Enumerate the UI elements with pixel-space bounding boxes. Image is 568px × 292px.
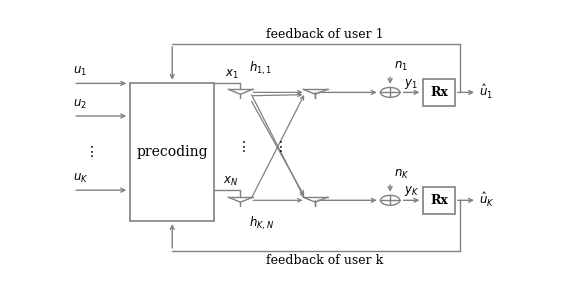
- Text: $y_K$: $y_K$: [404, 185, 419, 199]
- Text: $\vdots$: $\vdots$: [273, 139, 283, 154]
- Text: feedback of user 1: feedback of user 1: [266, 28, 384, 41]
- Text: $x_N$: $x_N$: [223, 175, 239, 188]
- Text: $y_1$: $y_1$: [404, 77, 418, 91]
- Text: $\vdots$: $\vdots$: [83, 145, 94, 159]
- Text: feedback of user k: feedback of user k: [266, 253, 383, 267]
- Text: $\hat{u}_1$: $\hat{u}_1$: [479, 83, 493, 101]
- Text: $n_1$: $n_1$: [394, 60, 408, 73]
- Bar: [423, 187, 455, 214]
- Text: Rx: Rx: [430, 86, 448, 99]
- Text: Rx: Rx: [430, 194, 448, 207]
- Text: $u_1$: $u_1$: [73, 65, 87, 78]
- Bar: [423, 79, 455, 106]
- Text: $h_{1,1}$: $h_{1,1}$: [249, 59, 273, 77]
- Bar: [131, 84, 214, 220]
- Text: $u_K$: $u_K$: [73, 172, 89, 185]
- Text: $n_K$: $n_K$: [394, 168, 409, 181]
- Text: $h_{K,N}$: $h_{K,N}$: [249, 215, 274, 232]
- Text: $x_1$: $x_1$: [224, 68, 239, 81]
- Text: $\vdots$: $\vdots$: [236, 139, 245, 154]
- Text: $\hat{u}_K$: $\hat{u}_K$: [479, 191, 495, 209]
- Text: $u_2$: $u_2$: [73, 98, 87, 111]
- Text: precoding: precoding: [136, 145, 208, 159]
